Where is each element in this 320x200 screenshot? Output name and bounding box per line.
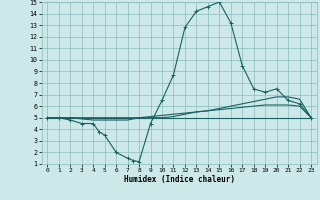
X-axis label: Humidex (Indice chaleur): Humidex (Indice chaleur)	[124, 175, 235, 184]
